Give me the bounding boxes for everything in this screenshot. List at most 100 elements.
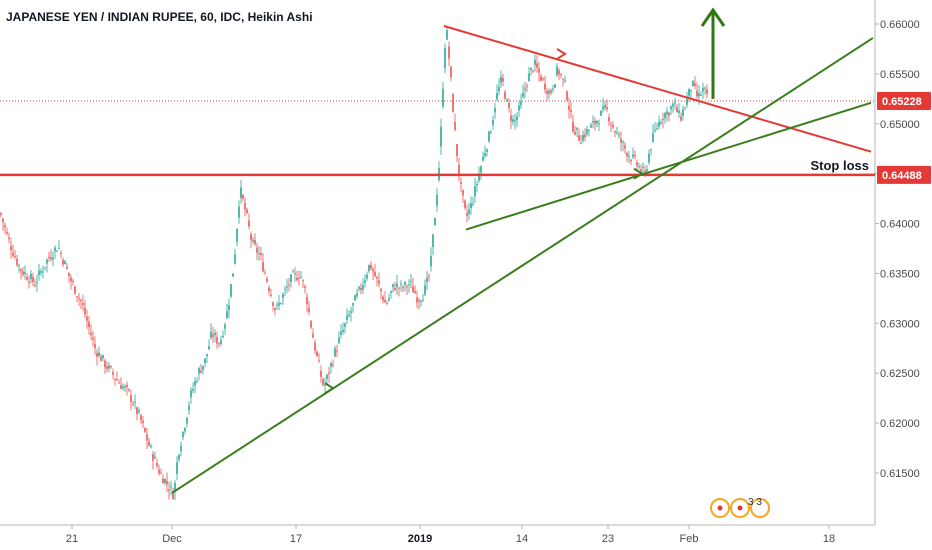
- candle-body: [118, 382, 120, 384]
- candle-body: [512, 119, 514, 122]
- candle-body: [124, 386, 126, 388]
- candle-body: [100, 356, 102, 362]
- candle-body: [410, 281, 412, 283]
- candle-body: [456, 144, 458, 157]
- candle-body: [148, 441, 150, 446]
- candle-body: [106, 366, 108, 370]
- candle-body: [586, 129, 588, 135]
- candle-body: [434, 218, 436, 226]
- candle-body: [446, 30, 448, 40]
- candle-body: [194, 381, 196, 386]
- stop-loss-label: Stop loss: [810, 158, 869, 173]
- arrowhead-marker: [324, 382, 335, 395]
- candle-body: [140, 415, 142, 421]
- candle-body: [138, 410, 140, 412]
- candle-body: [166, 480, 168, 485]
- candle-body: [532, 70, 534, 72]
- candle-body: [300, 277, 302, 279]
- price-axis[interactable]: 0.660000.655000.650000.645000.640000.635…: [875, 19, 920, 480]
- candle-body: [450, 66, 452, 78]
- candle-body: [362, 285, 364, 290]
- candle-body: [134, 401, 136, 403]
- candle-body: [462, 189, 464, 196]
- candle-body: [370, 264, 372, 269]
- trendline-resistance[interactable]: [443, 25, 872, 153]
- candle-body: [136, 407, 138, 414]
- candle-body: [386, 303, 388, 305]
- candle-body: [36, 282, 38, 284]
- trendline-support-long[interactable]: [171, 37, 874, 494]
- candle-body: [376, 276, 378, 279]
- candle-body: [594, 120, 596, 125]
- candle-body: [702, 88, 704, 92]
- last-price-badge-label: 0.65228: [882, 96, 922, 108]
- candle-body: [316, 351, 318, 357]
- candle-body: [416, 297, 418, 303]
- candle-body: [646, 169, 648, 172]
- candle-body: [286, 286, 288, 288]
- candle-body: [420, 301, 422, 303]
- candle-body: [2, 218, 4, 223]
- candle-body: [50, 257, 52, 260]
- candle-body: [622, 141, 624, 143]
- candle-body: [84, 307, 86, 315]
- candle-body: [206, 353, 208, 357]
- candle-body: [560, 74, 562, 76]
- candle-body: [332, 364, 334, 366]
- candle-body: [340, 331, 342, 335]
- candle-body: [454, 121, 456, 130]
- candle-body: [610, 123, 612, 125]
- candle-body: [174, 482, 176, 492]
- candle-body: [230, 284, 232, 297]
- candle-body: [688, 88, 690, 96]
- candle-body: [484, 153, 486, 157]
- logo-digits: 3 3: [748, 497, 762, 508]
- candle-body: [130, 395, 132, 402]
- candle-body: [98, 352, 100, 356]
- candle-body: [676, 107, 678, 113]
- candle-body: [246, 209, 248, 213]
- candle-body: [164, 479, 166, 483]
- candle-body: [364, 280, 366, 283]
- price-tick-label: 0.63000: [880, 318, 920, 330]
- candle-body: [460, 181, 462, 184]
- candle-body: [96, 353, 98, 357]
- candle-body: [464, 200, 466, 208]
- candle-body: [496, 93, 498, 100]
- candle-body: [608, 117, 610, 122]
- candle-body: [226, 311, 228, 319]
- candle-body: [114, 378, 116, 380]
- candle-body: [60, 252, 62, 254]
- stop-loss-badge: [877, 165, 931, 184]
- candle-body: [142, 420, 144, 424]
- candle-body: [408, 284, 410, 286]
- candle-body: [510, 115, 512, 121]
- time-tick-label: 2019: [408, 533, 432, 545]
- candle-body: [132, 403, 134, 405]
- price-tick-label: 0.63500: [880, 268, 920, 280]
- candle-body: [628, 155, 630, 157]
- candle-body: [478, 174, 480, 181]
- candle-body: [266, 278, 268, 282]
- candle-body: [568, 105, 570, 111]
- candle-body: [624, 145, 626, 149]
- candle-body: [352, 303, 354, 306]
- candle-body: [158, 469, 160, 474]
- candle-body: [508, 103, 510, 109]
- candle-body: [590, 124, 592, 128]
- candle-body: [540, 76, 542, 81]
- candle-body: [368, 264, 370, 272]
- candle-body: [684, 108, 686, 110]
- candle-body: [652, 133, 654, 142]
- trendline-support-short[interactable]: [465, 101, 872, 231]
- candle-body: [498, 87, 500, 92]
- candle-body: [126, 384, 128, 387]
- candle-body: [656, 128, 658, 130]
- candle-body: [188, 405, 190, 411]
- candle-body: [674, 102, 676, 104]
- time-axis[interactable]: 21 Dec 17 2019 14 23 Feb 18: [66, 525, 835, 545]
- candle-body: [150, 445, 152, 447]
- candle-body: [304, 286, 306, 289]
- candle-body: [252, 239, 254, 242]
- candle-body: [426, 277, 428, 283]
